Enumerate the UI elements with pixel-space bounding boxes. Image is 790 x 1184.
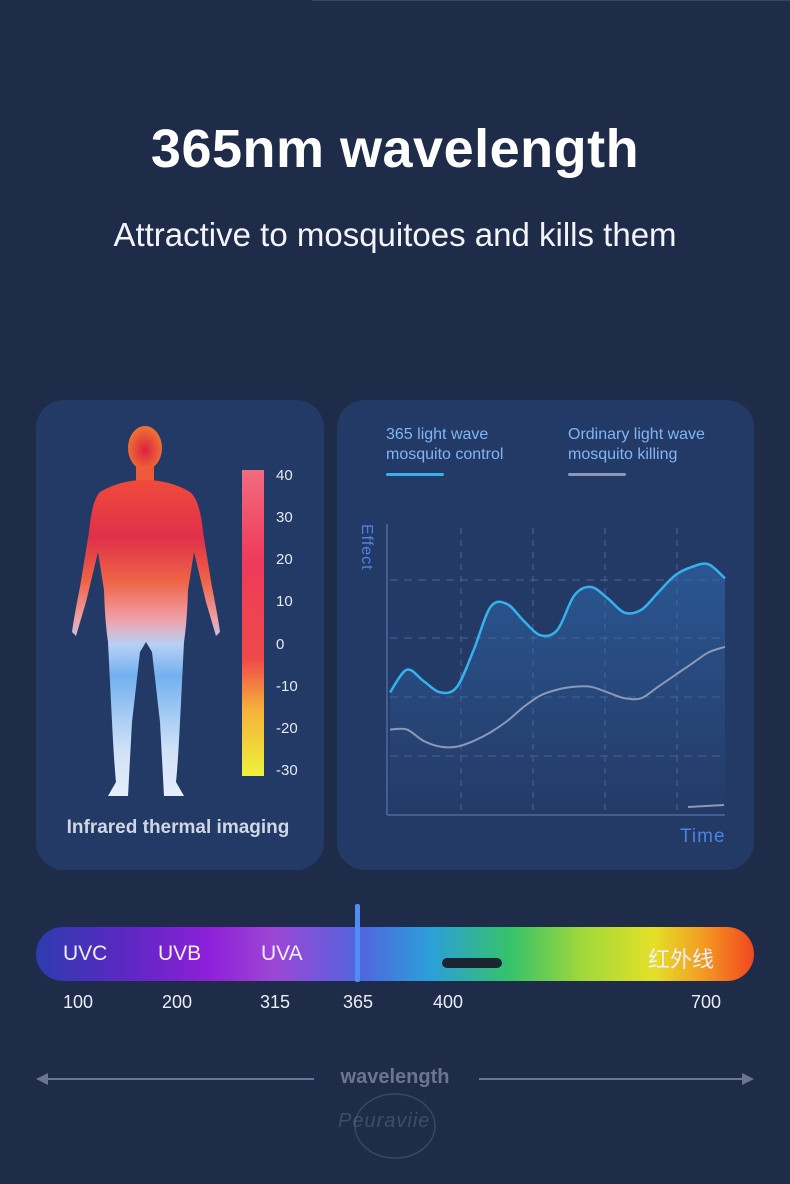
legend-uv: 365 light wave mosquito control: [386, 425, 503, 465]
tick-100: 100: [63, 992, 94, 1012]
ordinary-series-line: [389, 645, 726, 749]
scale-label: 40: [276, 467, 293, 484]
365nm-marker: [355, 904, 360, 982]
temperature-scale-bar: [242, 470, 264, 776]
legend-uv-line1: 365 light wave: [386, 426, 489, 443]
thermal-caption: Infrared thermal imaging: [66, 817, 290, 838]
legend-ordinary-swatch: [568, 473, 626, 476]
legend-ordinary-line1: Ordinary light wave: [568, 426, 705, 443]
scale-label: 20: [276, 551, 293, 568]
band-infrared: 红外线: [648, 947, 715, 972]
tick-365: 365: [343, 992, 374, 1012]
scale-label: -20: [276, 720, 298, 737]
effect-line-chart: [386, 524, 726, 816]
tick-200: 200: [162, 992, 193, 1012]
tick-400: 400: [433, 992, 464, 1012]
scale-label: 10: [276, 593, 293, 610]
y-axis-label: Effect: [358, 524, 375, 571]
wavelength-arrow: [36, 1073, 754, 1085]
scale-label: 0: [276, 636, 285, 653]
minor-tick-mark: [687, 804, 725, 808]
tick-315: 315: [260, 992, 291, 1012]
watermark-text: Peuraviie: [338, 1110, 431, 1132]
scale-label: -10: [276, 678, 298, 695]
legend-uv-line2: mosquito control: [386, 446, 504, 463]
legend-ordinary: Ordinary light wave mosquito killing: [568, 425, 705, 465]
scale-label: -30: [276, 762, 298, 779]
legend-ordinary-line2: mosquito killing: [568, 446, 678, 463]
human-thermal-figure: [72, 426, 220, 796]
x-axis-label: Time: [680, 826, 726, 847]
light-spectrum-bar: [36, 927, 754, 981]
band-uva: UVA: [261, 942, 303, 965]
scale-label: 30: [276, 509, 293, 526]
page-title: 365nm wavelength: [150, 119, 640, 179]
wavelength-label: wavelength: [340, 1066, 450, 1088]
uv-series-line: [388, 562, 726, 695]
band-uvb: UVB: [158, 942, 202, 965]
page-subtitle: Attractive to mosquitoes and kills them: [113, 216, 677, 253]
watermark-logo: [354, 1093, 436, 1159]
top-divider: [312, 0, 790, 1]
tick-700: 700: [691, 992, 722, 1012]
band-uvc: UVC: [63, 942, 108, 965]
spectrum-dark-mark: [442, 958, 502, 968]
legend-uv-swatch: [386, 473, 444, 476]
